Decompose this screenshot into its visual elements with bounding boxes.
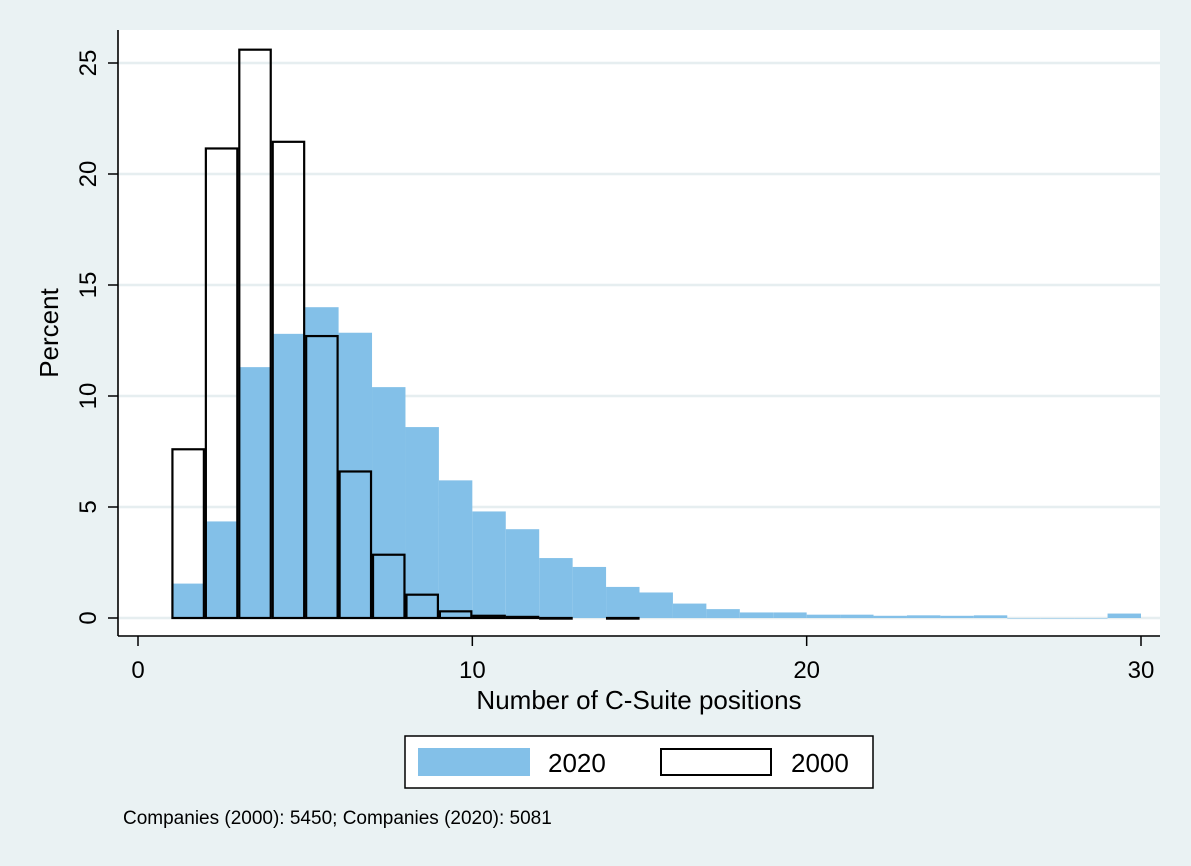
bar-2020-21 [840, 614, 874, 618]
bar-2000-5 [305, 334, 339, 620]
y-tick-label: 15 [75, 272, 102, 299]
bar-2000-2 [204, 147, 239, 620]
bar-2000-1 [171, 448, 205, 620]
bar-2000-7 [371, 553, 406, 620]
bar-2020-9 [438, 480, 473, 618]
x-tick-label: 30 [1128, 657, 1155, 684]
footnote: Companies (2000): 5450; Companies (2020)… [123, 808, 552, 829]
x-tick-label: 20 [793, 657, 820, 684]
bar-2020-24 [940, 615, 974, 618]
y-tick-label: 5 [75, 500, 102, 513]
x-axis-label: Number of C-Suite positions [476, 685, 801, 715]
bar-2020-22 [873, 615, 907, 618]
y-tick-label: 10 [75, 383, 102, 410]
bar-2020-16 [672, 603, 707, 618]
bar-2020-7 [372, 387, 406, 618]
bar-2000-3 [238, 48, 272, 620]
bar-2020-23 [906, 615, 941, 618]
bar-2000-8 [405, 593, 440, 620]
bar-2020-18 [739, 612, 774, 618]
bar-2000-14 [605, 616, 640, 620]
bar-2020-5 [305, 307, 339, 618]
bar-2020-25 [973, 615, 1008, 618]
bar-2020-8 [405, 427, 439, 618]
bar-2020-17 [706, 609, 740, 618]
legend-swatch-2000 [660, 748, 772, 776]
bar-2020-2 [204, 521, 239, 618]
y-axis-label: Percent [34, 287, 64, 377]
bar-2020-26 [1007, 618, 1041, 619]
bar-2020-10 [472, 511, 506, 618]
bar-2020-14 [606, 586, 640, 618]
bar-2000-12 [539, 616, 573, 620]
bar-2020-11 [505, 529, 540, 618]
series-2000-bars [171, 48, 640, 620]
bar-2020-27 [1040, 618, 1075, 619]
bar-2020-28 [1074, 618, 1108, 619]
bar-2020-29 [1107, 613, 1141, 618]
legend-label-2020: 2020 [548, 748, 606, 778]
bar-2020-4 [271, 333, 306, 618]
series-2020-bars [171, 307, 1141, 619]
bar-2020-1 [171, 583, 205, 618]
bar-2000-6 [338, 470, 373, 620]
bar-2020-3 [238, 367, 272, 618]
bar-2020-12 [539, 558, 573, 618]
y-tick-label: 20 [75, 161, 102, 188]
legend-swatch-2020 [418, 748, 530, 776]
bar-2000-11 [505, 615, 540, 620]
y-axis-ticks: 0 5 10 15 20 25 [75, 50, 118, 625]
bar-2020-20 [806, 614, 841, 618]
y-tick-label: 25 [75, 50, 102, 77]
bar-2020-15 [639, 592, 673, 618]
bar-2020-19 [773, 612, 807, 618]
x-tick-label: 0 [131, 657, 144, 684]
bar-2000-10 [472, 614, 506, 620]
bar-2000-9 [438, 610, 473, 620]
legend: 2020 2000 [404, 735, 874, 789]
bar-2020-13 [572, 566, 607, 618]
x-axis-ticks: 0 10 20 30 [131, 636, 1154, 684]
legend-label-2000: 2000 [791, 748, 849, 778]
bar-2000-4 [271, 140, 306, 620]
x-tick-label: 10 [459, 657, 486, 684]
bar-2020-6 [338, 332, 373, 618]
y-tick-label: 0 [75, 611, 102, 624]
